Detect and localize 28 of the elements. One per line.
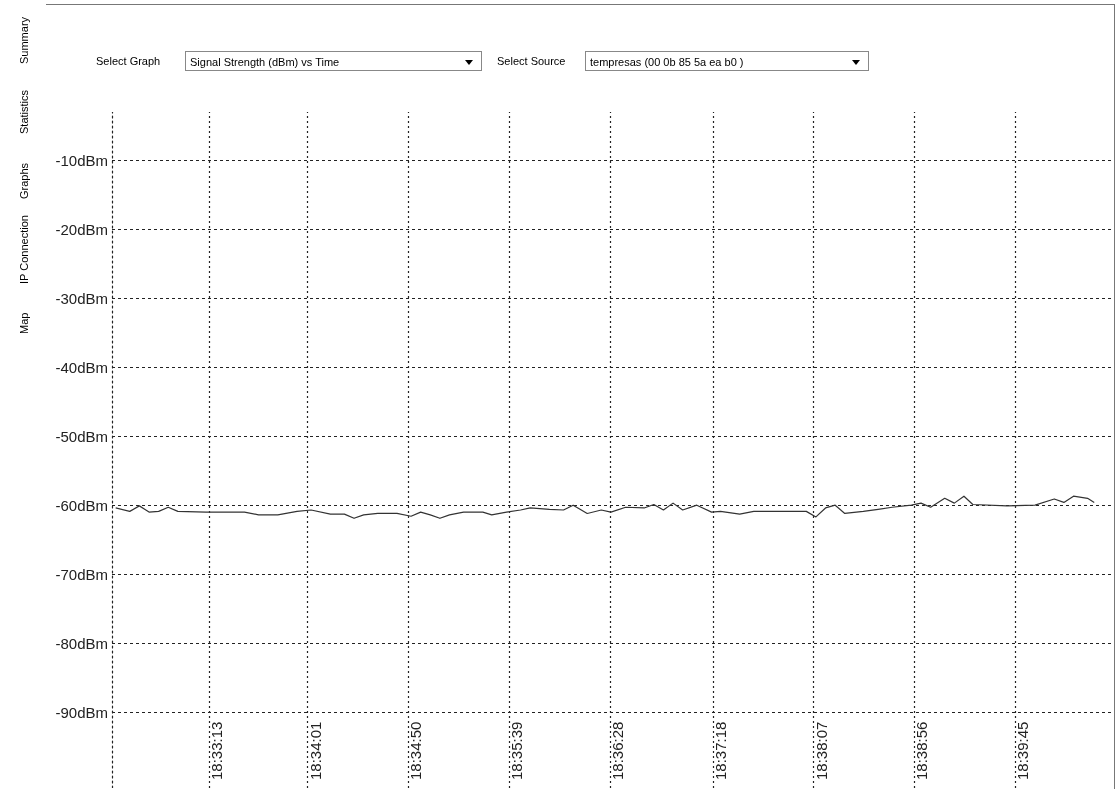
text: Signal Strength (dBm) vs Time: [190, 56, 340, 68]
x-tick-label: 18:35:39: [508, 721, 526, 780]
y-tick-label: -10dBm: [55, 151, 108, 169]
y-tick-label: -20dBm: [55, 220, 108, 238]
x-tick-label: 18:36:28: [608, 721, 626, 780]
text: Summary: [18, 16, 30, 64]
text: tempresas (00 0b 85 5a ea b0 ): [590, 56, 744, 68]
x-tick-label: 18:37:18: [711, 721, 729, 780]
text: Graphs: [18, 162, 30, 199]
x-tick-label: 18:34:01: [306, 721, 324, 780]
x-tick-label: 18:34:50: [407, 721, 425, 780]
text: Select Graph: [96, 55, 161, 67]
y-tick-label: -60dBm: [55, 496, 108, 514]
x-tick-label: 18:38:56: [913, 721, 931, 780]
text: Statistics: [18, 89, 30, 134]
text: Map: [18, 312, 30, 334]
text: Select Source: [497, 55, 566, 67]
x-tick-label: 18:39:45: [1014, 721, 1032, 780]
line-series: [115, 495, 1095, 519]
y-tick-label: -70dBm: [55, 565, 108, 583]
text: IP Connection: [18, 215, 30, 284]
x-tick-label: 18:33:13: [208, 721, 226, 780]
x-tick-label: 18:38:07: [812, 721, 830, 780]
y-tick-label: -40dBm: [55, 358, 108, 376]
y-tick-label: -90dBm: [55, 703, 108, 721]
y-tick-label: -80dBm: [55, 634, 108, 652]
y-tick-label: -30dBm: [55, 289, 108, 307]
y-tick-label: -50dBm: [55, 427, 108, 445]
